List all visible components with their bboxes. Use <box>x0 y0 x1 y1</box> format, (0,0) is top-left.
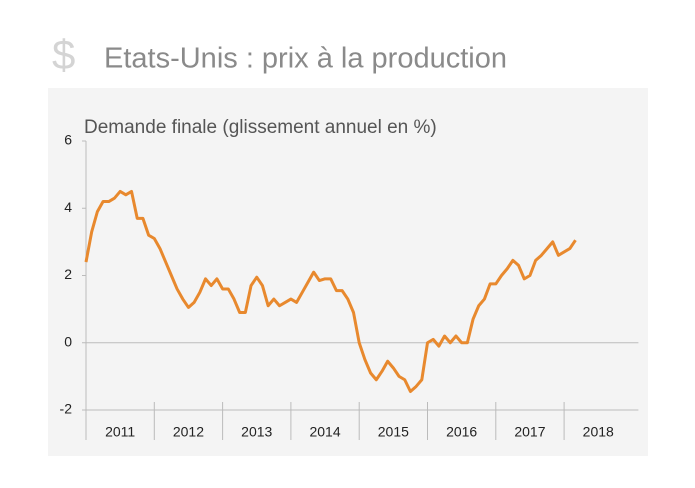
panel <box>48 88 648 456</box>
x-tick-label: 2017 <box>514 424 545 440</box>
y-tick-label: 6 <box>64 132 72 148</box>
x-tick-label: 2013 <box>241 424 272 440</box>
x-tick-label: 2014 <box>309 424 340 440</box>
x-tick-label: 2012 <box>173 424 204 440</box>
line-series <box>84 189 577 394</box>
x-tick-label: 2018 <box>583 424 614 440</box>
y-tick-label: 0 <box>64 333 72 349</box>
dollar-icon: $ <box>52 31 75 78</box>
chart-title: Etats-Unis : prix à la production <box>104 43 507 75</box>
x-tick-label: 2016 <box>446 424 477 440</box>
x-tick-label: 2015 <box>378 424 409 440</box>
x-tick-label: 2011 <box>105 424 135 440</box>
y-tick-label: 2 <box>64 266 72 282</box>
chart-subtitle: Demande finale (glissement annuel en %) <box>84 117 437 138</box>
y-tick-label: 4 <box>64 199 72 215</box>
y-tick-label: -2 <box>60 401 73 417</box>
